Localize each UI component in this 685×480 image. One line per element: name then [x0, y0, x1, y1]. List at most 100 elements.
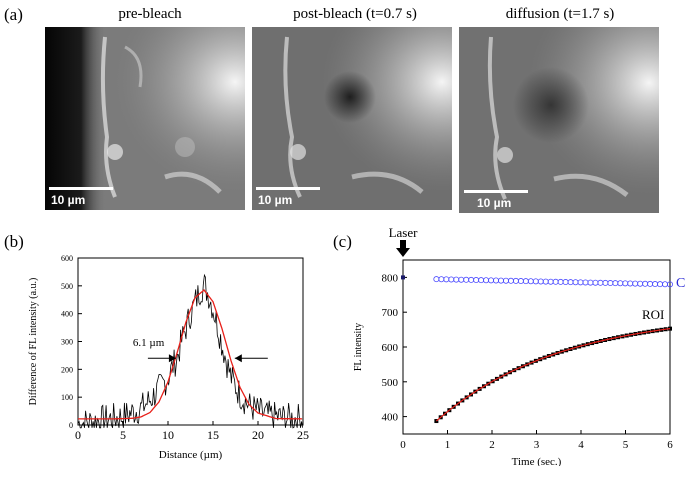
control-point [453, 276, 460, 283]
y-tick-label: 300 [61, 338, 73, 347]
control-point [592, 279, 599, 286]
diffusion-title: diffusion (t=1.7 s) [505, 6, 615, 22]
scale-bar-label: 10 µm [258, 193, 293, 207]
panel-b-label: (b) [4, 232, 24, 251]
y-tick-label: 700 [382, 307, 399, 319]
control-point [657, 281, 664, 288]
post-bleach-image: 10 µm [252, 27, 452, 210]
y-tick-label: 100 [61, 393, 73, 402]
y-axis-label: Difference of FL intensity (a.u.) [28, 278, 39, 406]
x-tick-label: 0 [400, 439, 406, 451]
control-point [617, 280, 624, 287]
control-point [612, 280, 619, 287]
roi-series-label: ROI [642, 307, 664, 322]
control-point [577, 279, 584, 286]
control-point [483, 277, 490, 284]
control-point [587, 279, 594, 286]
control-point [572, 279, 579, 286]
pre-bleach-title: pre-bleach [118, 6, 182, 22]
control-point [547, 278, 554, 285]
control-point [458, 276, 465, 283]
control-point [502, 277, 509, 284]
fit-line [78, 289, 303, 420]
control-point [557, 278, 564, 285]
panel-a-label: (a) [4, 5, 23, 24]
control-point [607, 280, 614, 287]
roi-fit-line [436, 328, 671, 422]
y-tick-label: 600 [61, 254, 73, 263]
control-point [567, 279, 574, 286]
control-point [562, 279, 569, 286]
x-tick-label: 25 [297, 428, 309, 442]
control-point [478, 277, 485, 284]
plot-frame [77, 257, 304, 426]
diffusion-image: 10 µm [459, 27, 659, 213]
control-point [532, 278, 539, 285]
control-point [463, 276, 470, 283]
control-point [627, 280, 634, 287]
x-tick-label: 1 [445, 439, 451, 451]
chart-c: 0 1 2 3 4 5 6 400 500 600 700 800 Time (sec.) FL inte… [353, 226, 685, 466]
control-point [433, 276, 440, 283]
control-point [517, 278, 524, 285]
y-tick-label: 400 [61, 310, 73, 319]
x-axis-label: Distance (µm) [159, 449, 223, 461]
control-point [507, 277, 514, 284]
fwhm-arrowhead-left [168, 354, 176, 363]
y-axis-label: FL intensity [353, 323, 364, 371]
control-point [552, 278, 559, 285]
post-bleach-title: post-bleach (t=0.7 s) [293, 6, 417, 22]
control-point [468, 276, 475, 283]
panel-c-label: (c) [333, 232, 352, 251]
control-point [632, 280, 639, 287]
y-tick-label: 400 [382, 412, 399, 424]
control-point [647, 280, 654, 287]
x-tick-label: 15 [207, 428, 219, 442]
control-point [448, 276, 455, 283]
control-point [642, 280, 649, 287]
control-point [582, 279, 589, 286]
scale-bar-label: 10 µm [51, 193, 86, 207]
control-point [512, 277, 519, 284]
control-point [652, 281, 659, 288]
y-tick-label: 500 [382, 377, 399, 389]
laser-arrow-head [396, 248, 410, 257]
x-tick-label: 4 [578, 439, 584, 451]
control-point [637, 280, 644, 287]
x-tick-label: 10 [162, 428, 174, 442]
x-tick-label: 6 [667, 439, 673, 451]
fwhm-label: 6.1 µm [133, 337, 165, 349]
control-point [527, 278, 534, 285]
control-point [662, 281, 669, 288]
control-point [542, 278, 549, 285]
control-series-label: Control [676, 276, 685, 291]
scale-bar [49, 187, 113, 190]
y-tick-label: 500 [61, 282, 73, 291]
pre-bleach-image: 10 µm [45, 27, 245, 210]
control-point [666, 281, 673, 288]
control-point [443, 276, 450, 283]
data-line [77, 273, 303, 429]
control-point [602, 279, 609, 286]
x-tick-label: 5 [120, 428, 126, 442]
control-point [622, 280, 629, 287]
scale-bar [256, 187, 320, 190]
control-point [522, 278, 529, 285]
scale-bar [464, 190, 528, 193]
y-tick-label: 200 [61, 365, 73, 374]
control-point [493, 277, 500, 284]
x-tick-label: 5 [623, 439, 629, 451]
roi-point [434, 419, 439, 424]
chart-b: 0 5 10 15 20 25 0 100 200 300 400 500 600 Distance (µ… [28, 254, 309, 461]
control-point [597, 279, 604, 286]
x-tick-label: 20 [252, 428, 264, 442]
y-tick-label: 600 [382, 342, 399, 354]
x-tick-label: 2 [489, 439, 495, 451]
control-point [537, 278, 544, 285]
control-point [438, 276, 445, 283]
y-tick-label: 800 [382, 272, 399, 284]
x-tick-label: 0 [75, 428, 81, 442]
scale-bar-label: 10 µm [477, 196, 512, 210]
fwhm-arrowhead-right [234, 354, 242, 363]
control-point [497, 277, 504, 284]
